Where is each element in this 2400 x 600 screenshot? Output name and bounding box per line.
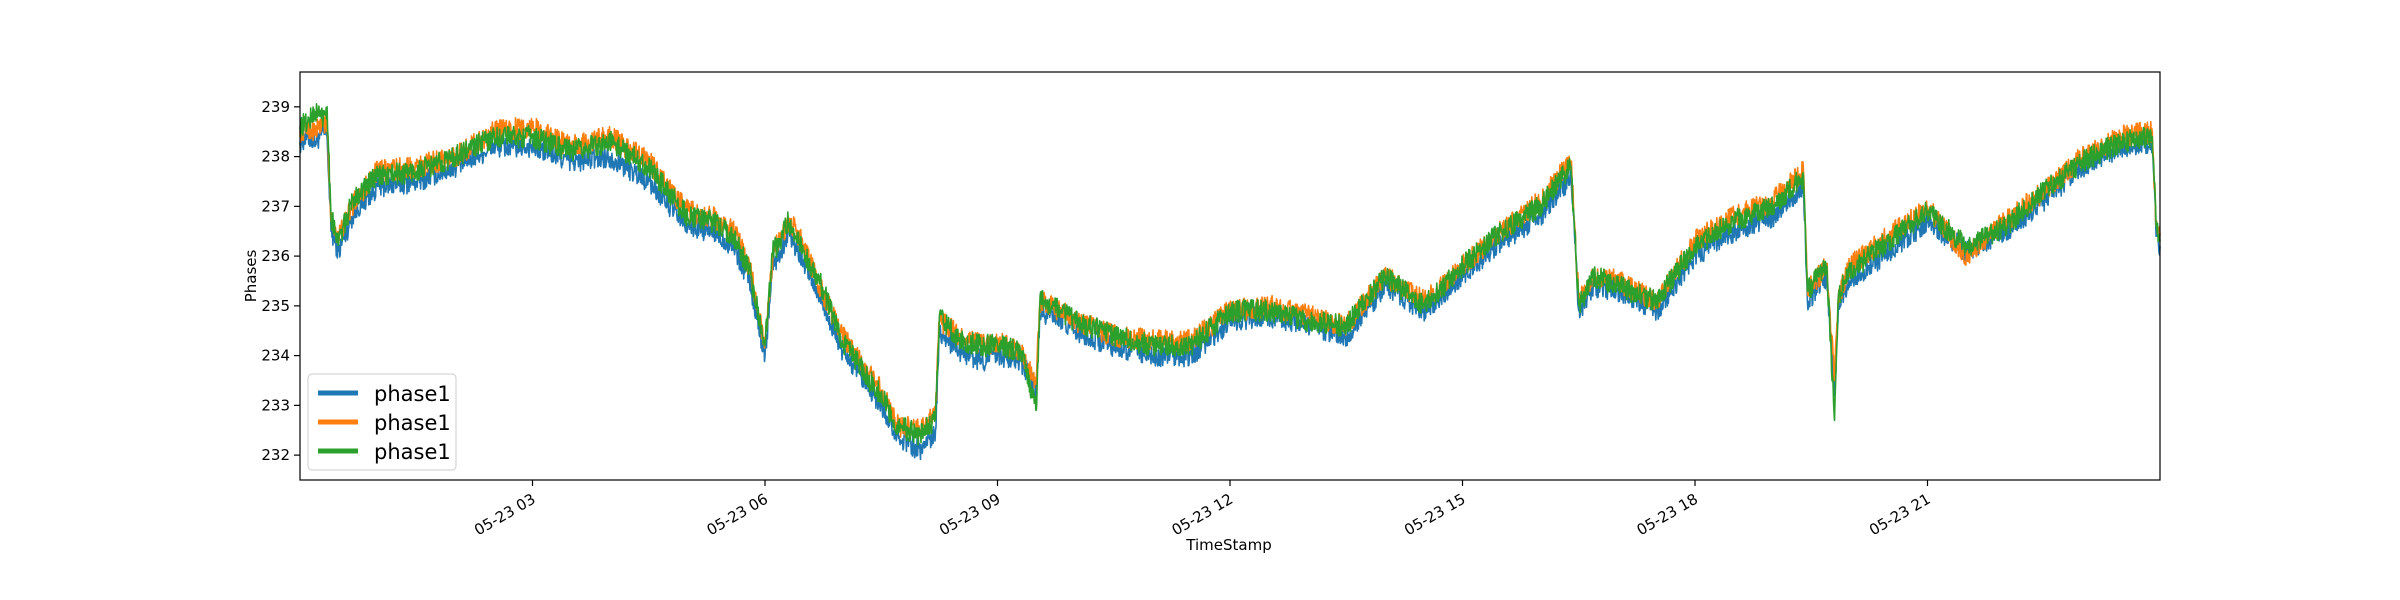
legend-label-3: phase1	[374, 440, 451, 464]
legend-label-2: phase1	[374, 411, 451, 435]
y-tick-label: 238	[261, 148, 290, 166]
y-tick-label: 239	[261, 98, 290, 116]
y-axis: 232 233 234 235 236 237 238 239	[261, 98, 300, 464]
legend-label-1: phase1	[374, 382, 451, 406]
y-tick-label: 237	[261, 197, 290, 215]
y-tick-label: 235	[261, 297, 290, 315]
y-tick-label: 234	[261, 347, 290, 365]
y-tick-label: 233	[261, 396, 290, 414]
y-tick-label: 236	[261, 247, 290, 265]
legend-box	[307, 373, 457, 471]
legend: phase1 phase1 phase1	[307, 373, 457, 471]
y-axis-label: Phases	[242, 250, 260, 303]
y-tick-label: 232	[261, 446, 290, 464]
series-line-3	[299, 103, 2161, 446]
series-layer	[299, 103, 2161, 461]
x-axis-label: TimeStamp	[1185, 536, 1271, 554]
